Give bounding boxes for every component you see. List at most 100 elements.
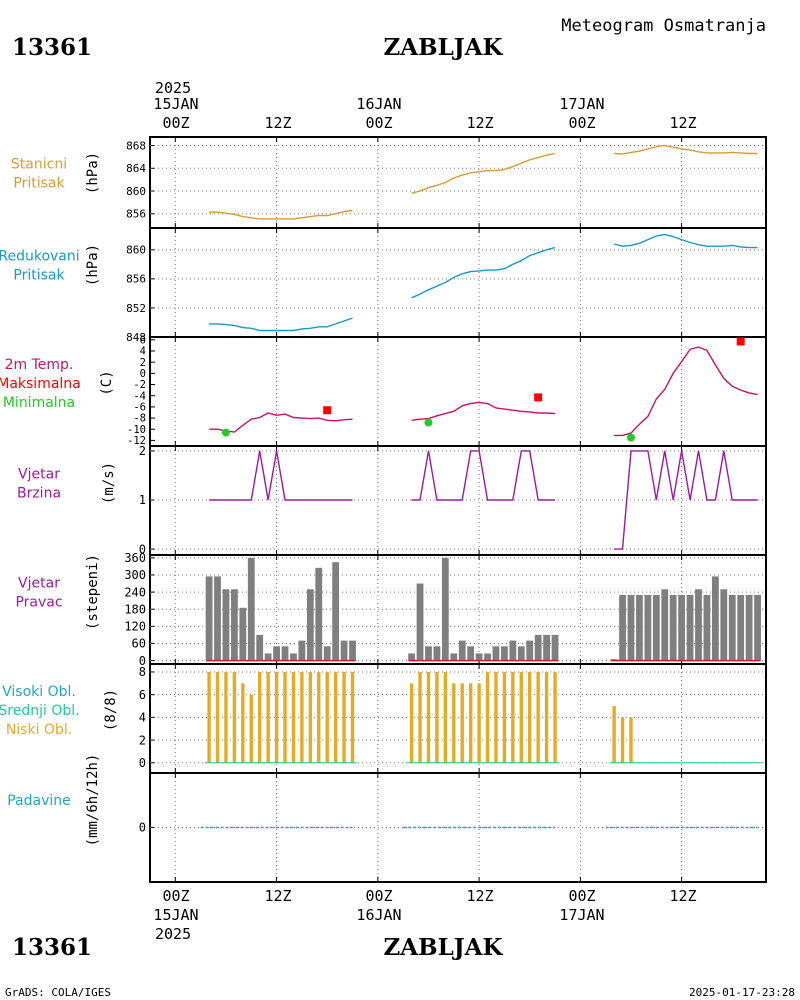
panel-label-line: Redukovani xyxy=(0,249,80,265)
y-tick-label: 0 xyxy=(139,821,146,835)
wind-direction-bar xyxy=(492,646,500,661)
low-cloud-bar xyxy=(468,683,473,763)
hour-label-top-3: 00Z xyxy=(365,114,392,132)
wind-direction-bar xyxy=(728,594,736,661)
panel-unit-label: (m/s) xyxy=(101,462,117,504)
low-cloud-bar xyxy=(460,683,464,763)
station-id-bottom: 13361 xyxy=(12,934,92,961)
reduced-pressure-line xyxy=(209,317,353,332)
panel-unit-label: (stepeni) xyxy=(85,554,101,630)
wind-direction-bar xyxy=(332,562,340,661)
wind-direction-bar xyxy=(475,653,483,661)
station-id-top: 13361 xyxy=(12,34,92,61)
day-label-bottom-2: 16JAN xyxy=(356,906,401,924)
hour-label-top-6: 12Z xyxy=(669,114,696,132)
station-pressure-line xyxy=(411,152,556,194)
hour-label-bottom-1: 00Z xyxy=(162,887,189,905)
wind-direction-bar xyxy=(214,576,221,661)
y-tick-label: 4 xyxy=(140,346,146,358)
panel-label-line: Vjetar xyxy=(18,467,60,483)
y-tick-label: -10 xyxy=(127,424,146,436)
wind-direction-bar xyxy=(425,646,432,661)
wind-direction-bar xyxy=(501,646,508,661)
wind-direction-bar xyxy=(340,640,348,661)
low-cloud-bar xyxy=(435,671,439,763)
footer-credit: GrADS: COLA/IGES xyxy=(5,986,111,999)
wind-direction-bar xyxy=(281,646,289,661)
wind-direction-bar xyxy=(737,594,745,661)
wind-direction-bar xyxy=(450,653,458,661)
wind-direction-bar xyxy=(720,589,728,661)
y-tick-label: 848 xyxy=(126,331,146,344)
hour-label-bottom-2: 12Z xyxy=(264,887,291,905)
y-tick-label: -8 xyxy=(133,413,146,425)
low-cloud-bar xyxy=(249,694,253,763)
panel-label-line: Maksimalna xyxy=(0,376,81,392)
wind-direction-bar xyxy=(711,576,719,661)
day-label-top-3: 17JAN xyxy=(559,95,604,113)
wind-direction-bar xyxy=(526,640,534,661)
y-tick-label: 2 xyxy=(139,733,146,747)
panel-label-line: Srednji Obl. xyxy=(0,703,80,719)
low-cloud-bar xyxy=(536,671,540,763)
min-temp-marker xyxy=(626,433,635,442)
y-tick-label: 856 xyxy=(126,273,146,286)
low-cloud-bar xyxy=(241,683,245,763)
panel-label-line: Stanicni xyxy=(11,157,67,173)
low-cloud-bar xyxy=(511,671,515,763)
max-temp-marker xyxy=(736,337,745,346)
clouds-panel: 0 2 4 6 8 Visoki Obl. Srednji Obl. Niski Obl. (8… xyxy=(0,663,767,774)
low-cloud-bar xyxy=(317,671,321,763)
wind-direction-bar xyxy=(517,646,525,661)
hour-label-top-5: 00Z xyxy=(568,114,595,132)
low-cloud-bar xyxy=(443,671,448,763)
low-cloud-bar xyxy=(485,671,490,763)
low-cloud-bar xyxy=(502,671,507,763)
wind-direction-bar xyxy=(509,640,517,661)
y-tick-label: 868 xyxy=(126,139,146,152)
y-tick-label: 856 xyxy=(126,208,146,221)
low-cloud-bar xyxy=(283,671,287,763)
wind-direction-panel: 0 60 120 180 240 300 360 Vjetar Pravac (stepeni) xyxy=(15,551,767,668)
station-pressure-line xyxy=(209,209,353,220)
y-tick-label: -12 xyxy=(127,435,146,447)
wind-direction-bar xyxy=(458,640,466,661)
panel-label-line: Pritisak xyxy=(13,268,65,284)
hour-label-bottom-4: 12Z xyxy=(466,887,493,905)
y-tick-label: 360 xyxy=(124,551,146,565)
year-label-top: 2025 xyxy=(155,79,191,97)
y-tick-label: 6 xyxy=(140,334,146,346)
wind-direction-bar xyxy=(323,646,331,661)
wind-direction-bar xyxy=(315,567,323,661)
low-cloud-bar xyxy=(528,671,532,763)
low-cloud-bar xyxy=(207,671,211,763)
day-label-top-1: 15JAN xyxy=(153,95,198,113)
wind-direction-bar xyxy=(230,589,238,661)
hour-label-top-1: 00Z xyxy=(162,114,189,132)
low-cloud-bar xyxy=(325,671,329,763)
max-temp-marker xyxy=(323,406,332,415)
wind-direction-bar xyxy=(627,594,635,661)
wind-direction-bar xyxy=(239,607,247,661)
panel-label-line: Vjetar xyxy=(18,576,60,592)
low-cloud-bar xyxy=(426,671,431,763)
y-tick-label: 240 xyxy=(124,585,146,599)
y-tick-label: 860 xyxy=(126,244,146,257)
precipitation-panel: 0 Padavine (mm/6h/12h) xyxy=(7,754,767,883)
y-tick-label: 864 xyxy=(126,162,146,175)
low-cloud-bar xyxy=(544,671,549,763)
y-tick-label: 2 xyxy=(139,444,146,458)
wind-direction-bar xyxy=(652,594,660,661)
max-temp-marker xyxy=(534,393,543,402)
wind-direction-bar xyxy=(703,594,711,661)
y-tick-label: 60 xyxy=(132,637,146,651)
wind-direction-bar xyxy=(306,589,314,661)
top-time-axis: 15JAN 16JAN 17JAN 00Z 12Z 00Z 12Z 00Z 12… xyxy=(153,95,696,132)
footer-timestamp: 2025-01-17-23:28 xyxy=(689,986,795,999)
low-cloud-bar xyxy=(452,683,456,763)
y-tick-label: 852 xyxy=(126,302,146,315)
wind-direction-bar xyxy=(256,634,264,661)
hour-label-bottom-3: 00Z xyxy=(365,887,392,905)
low-cloud-bar xyxy=(418,671,422,763)
